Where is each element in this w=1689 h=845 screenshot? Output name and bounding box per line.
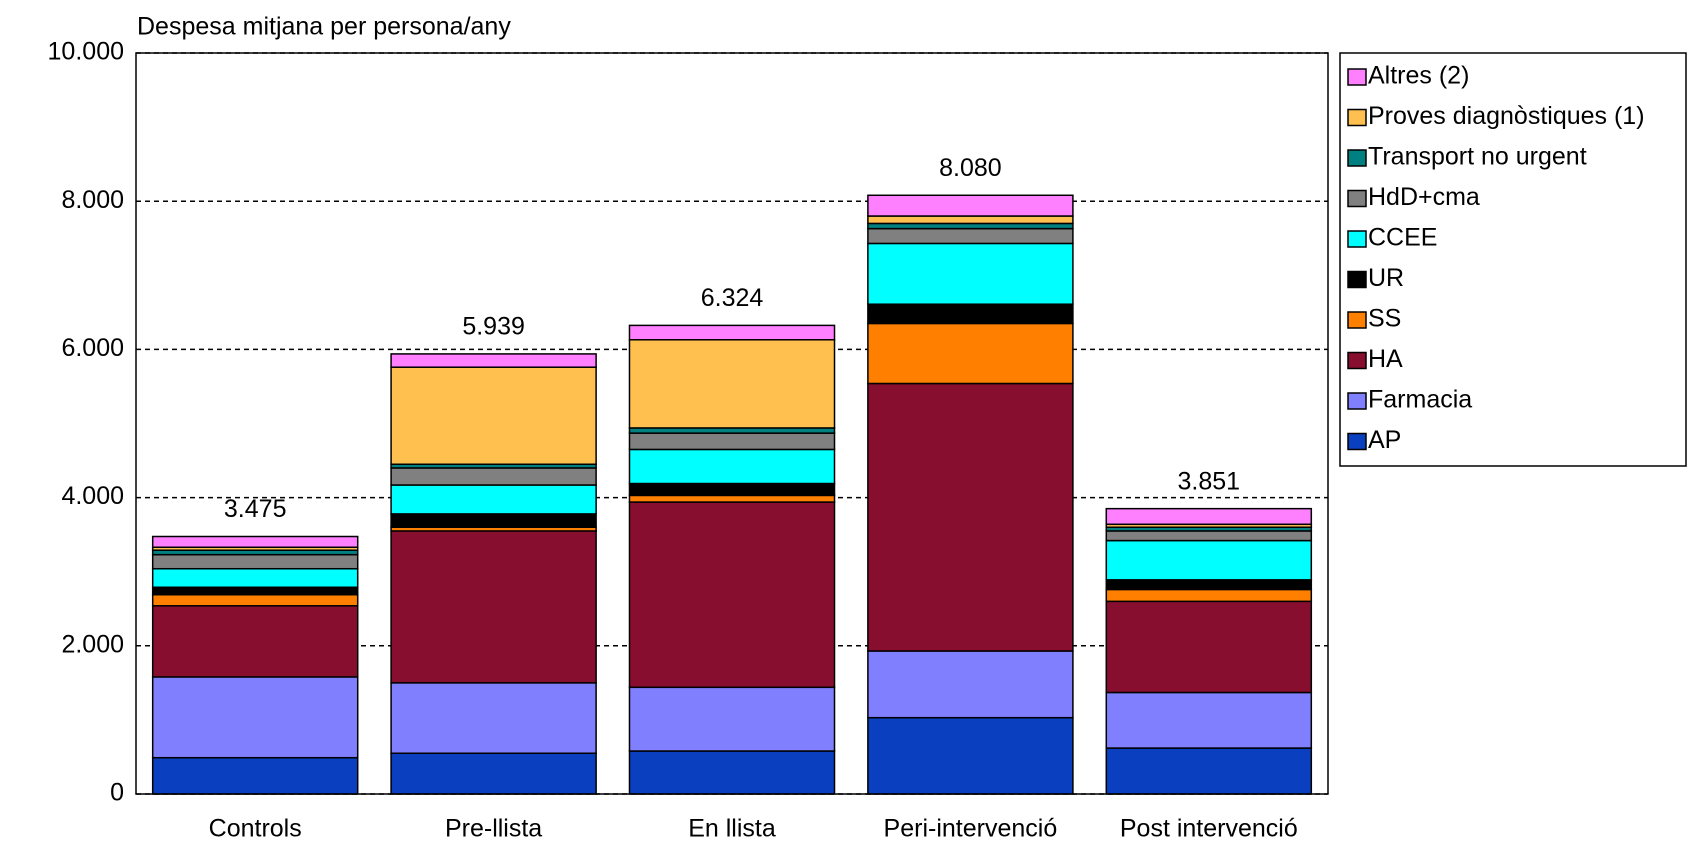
x-tick-label: Controls — [209, 815, 302, 843]
bar-segment — [1105, 691, 1313, 749]
legend-swatch — [1347, 432, 1367, 451]
bar-segment — [390, 353, 597, 368]
y-tick-label: 8.000 — [61, 186, 124, 214]
bar-segment — [628, 339, 836, 429]
legend-label: SS — [1368, 305, 1401, 333]
bar-segment — [1105, 600, 1313, 694]
legend-label: Farmacia — [1368, 386, 1472, 414]
legend-label: UR — [1368, 264, 1404, 292]
legend-label: HdD+cma — [1368, 183, 1480, 211]
legend-swatch — [1347, 108, 1367, 127]
legend-swatch — [1347, 311, 1367, 329]
legend-swatch — [1347, 189, 1367, 208]
legend-label: HA — [1368, 345, 1403, 373]
bar-segment — [151, 676, 359, 759]
bar-segment — [628, 432, 836, 451]
bar-segment — [390, 366, 597, 466]
bar-segment — [151, 567, 359, 589]
bar-segment — [151, 605, 359, 678]
bar-segment — [628, 750, 836, 795]
y-tick-label: 4.000 — [61, 482, 124, 510]
legend-label: AP — [1368, 426, 1401, 454]
bar-segment — [1105, 579, 1313, 591]
y-tick-label: 6.000 — [61, 334, 124, 362]
legend-label: Transport no urgent — [1368, 143, 1587, 171]
bar-segment — [390, 752, 597, 795]
bar-segment — [1105, 530, 1313, 542]
bar-segment — [151, 593, 359, 607]
legend-label: Proves diagnòstiques (1) — [1368, 102, 1645, 130]
bar-segment — [628, 448, 836, 485]
legend-swatch — [1347, 392, 1367, 410]
y-tick-label: 10.000 — [48, 38, 124, 66]
bar-segment — [628, 482, 836, 497]
x-tick-label: Peri-intervenció — [884, 815, 1058, 843]
legend-swatch — [1347, 149, 1367, 167]
legend-swatch — [1347, 68, 1367, 86]
bar-segment — [867, 716, 1074, 795]
chart-title: Despesa mitjana per persona/any — [137, 13, 511, 41]
bar-segment — [628, 494, 836, 503]
bar-segment — [867, 215, 1074, 225]
bar-segment — [628, 501, 836, 689]
total-label: 3.851 — [1178, 467, 1241, 495]
bar-segment — [390, 484, 597, 515]
x-tick-label: Post intervenció — [1120, 815, 1298, 843]
total-label: 8.080 — [939, 154, 1002, 182]
bar-segment — [1105, 539, 1313, 581]
bar-segment — [867, 222, 1074, 230]
bar-segment — [1105, 747, 1313, 795]
plot-border — [135, 52, 1329, 795]
legend-swatch — [1347, 230, 1367, 248]
total-label: 6.324 — [701, 284, 764, 312]
bar-segment — [390, 513, 597, 528]
x-tick-label: Pre-llista — [445, 815, 542, 843]
bar-segment — [628, 686, 836, 752]
x-tick-label: En llista — [688, 815, 776, 843]
bar-segment — [151, 553, 359, 570]
bar-segment — [867, 322, 1074, 385]
bar-segment — [390, 530, 597, 684]
bar-segment — [390, 467, 597, 486]
total-label: 3.475 — [224, 495, 287, 523]
bar-segment — [390, 682, 597, 754]
bar-segment — [151, 586, 359, 596]
legend-swatch — [1347, 351, 1367, 370]
bar-segment — [867, 227, 1074, 245]
legend-box — [1339, 52, 1687, 467]
bar-segment — [151, 756, 359, 795]
bar-segment — [628, 427, 836, 434]
y-tick-label: 2.000 — [61, 630, 124, 658]
legend-swatch — [1347, 270, 1367, 289]
bar-segment — [867, 194, 1074, 217]
y-tick-label: 0 — [110, 779, 124, 807]
legend-label: CCEE — [1368, 224, 1437, 252]
bar-segment — [1105, 588, 1313, 603]
legend-label: Altres (2) — [1368, 62, 1469, 90]
bar-segment — [867, 382, 1074, 652]
bar-segment — [867, 650, 1074, 719]
total-label: 5.939 — [462, 313, 525, 341]
bar-segment — [1105, 507, 1313, 526]
bar-segment — [628, 324, 836, 341]
bar-segment — [151, 535, 359, 548]
bar-segment — [867, 242, 1074, 305]
bar-segment — [867, 303, 1074, 325]
